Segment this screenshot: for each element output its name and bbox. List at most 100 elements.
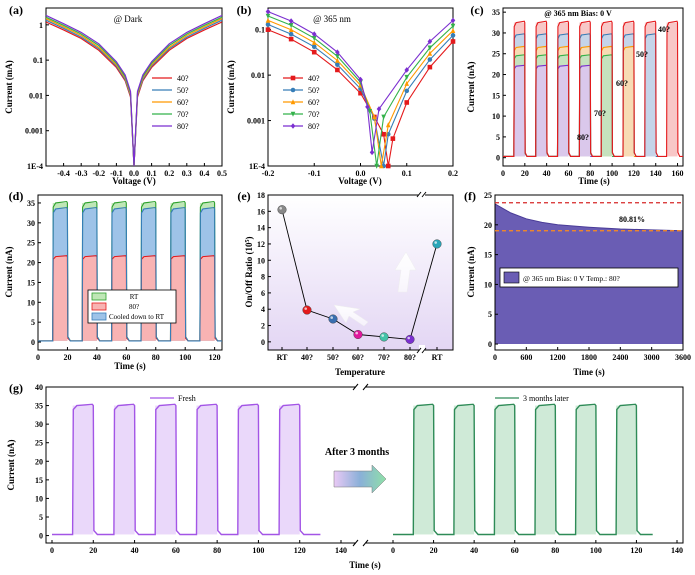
- panel-e-ytick-label: 0: [261, 338, 265, 347]
- panel-b-marker: [311, 49, 317, 55]
- panel-c-ylabel-close: ): [466, 61, 476, 64]
- panel-b-marker: [379, 163, 384, 169]
- panel-f-xtick-label: 0: [493, 353, 497, 362]
- panel-e-label: (e): [237, 189, 250, 203]
- panel-b-xlabel: Voltage (V): [338, 176, 381, 186]
- panel-g-break-mark: [352, 383, 359, 391]
- panel-g-right-xtick-label: 0: [391, 546, 395, 555]
- panel-e-point: [302, 305, 312, 315]
- panel-b-legend-marker: [290, 75, 296, 81]
- panel-c-ylabel-unit: nA: [466, 64, 476, 76]
- panel-g-break-gap-top: [356, 383, 366, 391]
- panel-b-marker: [450, 17, 456, 24]
- panel-a-series-line: [45, 21, 223, 167]
- panel-f-label: (f): [464, 189, 476, 203]
- panel-a-xtick-label: 0.3: [182, 169, 192, 178]
- panel-c-ytick-label: 0: [496, 154, 500, 163]
- panel-e-ytick-label: 16: [257, 207, 265, 216]
- panel-g-right-xtick-label: 140: [671, 546, 683, 555]
- panel-g-break-mark: [362, 539, 369, 547]
- panel-d-xlabel: Time (s): [114, 361, 146, 371]
- panel-c-pulse-fill: [579, 66, 591, 157]
- panel-b-legend-label: 80?: [308, 122, 320, 131]
- panel-b-series-line: [267, 29, 454, 167]
- panel-b-marker: [288, 26, 294, 32]
- panel-d-label: (d): [9, 189, 24, 203]
- panel-d-legend-swatch: [91, 312, 107, 321]
- panel-b-marker: [390, 136, 396, 141]
- panel-d-ylabel-text: Current (: [4, 261, 14, 298]
- panel-f-ylabel: Current (nA): [466, 246, 476, 297]
- panel-d-xtick-label: 80: [152, 353, 160, 362]
- panel-g-break-gap-bottom: [356, 539, 366, 547]
- panel-b-legend-label: 70?: [308, 110, 320, 119]
- panel-c-ylabel: Current (nA): [466, 61, 476, 112]
- panel-c-ytick-label: 25: [492, 50, 500, 59]
- panel-g-label: (g): [9, 381, 23, 395]
- panel-f-xlabel: Time (s): [573, 367, 605, 377]
- panel-g-pulse-fill: [413, 405, 434, 535]
- panel-d-pulse-fill: [52, 256, 68, 341]
- panel-g-pulse-fill: [155, 405, 176, 535]
- panel-a-ytick-label: 1E-4: [27, 162, 43, 171]
- panel-c-pulse-fill: [513, 66, 525, 157]
- panel-g-arrow: [333, 464, 387, 494]
- panel-c-ylabel-text: Current (: [466, 76, 476, 113]
- panel-d-xtick-label: 120: [209, 353, 221, 362]
- panel-d-xtick-label: 60: [122, 353, 130, 362]
- panel-d-ytick-label: 0: [31, 338, 35, 347]
- panel-d-series-line: [38, 207, 222, 342]
- panel-e-xtick-label: RT: [277, 353, 288, 362]
- panel-g-pulse-fill: [616, 405, 637, 535]
- panel-a-series-line: [45, 16, 223, 167]
- panel-e-break-mark: [416, 347, 422, 354]
- panel-b-marker: [374, 163, 379, 169]
- panel-g-ytick-label: 25: [35, 439, 43, 448]
- panel-g-series-line: [52, 403, 321, 536]
- panel-a-ytick-label: 0.01: [29, 91, 43, 100]
- panel-b-marker: [385, 122, 391, 128]
- panel-a-xtick-label: 0.0: [129, 169, 139, 178]
- panel-e-ytick-label: 12: [257, 240, 265, 249]
- panel-e-ytick-label: 18: [257, 191, 265, 200]
- panel-b-marker: [335, 62, 340, 67]
- panel-g-right-xtick-label: 80: [551, 546, 559, 555]
- panel-e-down-arrow: [333, 304, 369, 327]
- panel-d-legend-swatch: [91, 292, 107, 301]
- panel-b-marker: [288, 31, 294, 37]
- panel-g-right-xtick-label: 40: [470, 546, 478, 555]
- panel-d-ylabel-unit: nA: [4, 249, 14, 261]
- panel-b-marker: [335, 49, 340, 55]
- panel-a-legend-label: 40?: [177, 74, 189, 83]
- panel-b-marker: [376, 106, 382, 112]
- panel-g-ytick-label: 20: [35, 457, 43, 466]
- panel-e-ytick-label: 4: [261, 305, 265, 314]
- panel-e-ytick-label: 6: [261, 289, 265, 298]
- panel-a-xtick-label: -0.4: [57, 169, 70, 178]
- panel-b-legend-marker: [290, 87, 296, 93]
- panel-b-marker: [404, 80, 410, 86]
- panel-a-legend-label: 70?: [177, 110, 189, 119]
- panel-g-left-xtick-label: 20: [89, 546, 97, 555]
- panel-b-xtick-label: 0.2: [448, 169, 458, 178]
- panel-e-xtick-label: 50?: [327, 353, 339, 362]
- panel-f-ylabel-text: Current (: [466, 261, 476, 298]
- panel-f-ytick-label: 20: [484, 221, 492, 230]
- panel-g-ytick-label: 5: [39, 513, 43, 522]
- panel-g-arrow-text: After 3 months: [325, 447, 389, 458]
- panel-f-ytick-label: 10: [484, 280, 492, 289]
- panel-c-pulse-fill: [666, 22, 678, 157]
- panel-c-xtick-label: 100: [606, 169, 618, 178]
- panel-d-ytick-label: 5: [31, 318, 35, 327]
- panel-e-point: [432, 239, 442, 249]
- panel-a-xtick-label: 0.1: [147, 169, 157, 178]
- panel-d-pulse-fill: [199, 256, 215, 341]
- panel-g-right-xtick-label: 100: [590, 546, 602, 555]
- panel-f-ytick-label: 5: [488, 310, 492, 319]
- panel-f-legend-box: [499, 267, 679, 288]
- panel-b-legend-marker: [290, 99, 296, 105]
- panel-g-pulse-fill: [237, 405, 259, 535]
- panel-b-marker: [265, 13, 271, 19]
- panel-b-marker: [265, 17, 271, 23]
- panel-a-series-line: [45, 18, 223, 167]
